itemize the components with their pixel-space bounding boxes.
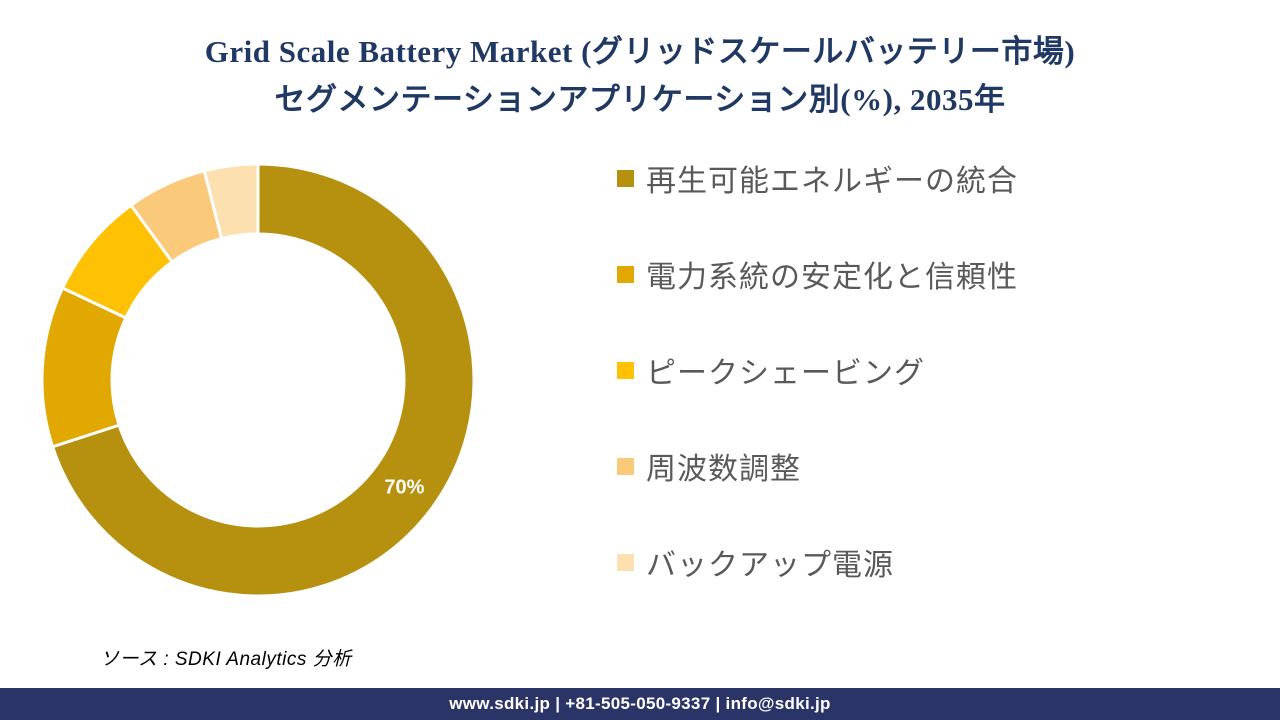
donut-chart: 70%	[40, 162, 476, 598]
legend-swatch-icon	[617, 169, 634, 187]
chart-title-line2: セグメンテーションアプリケーション別(%), 2035年	[274, 82, 1006, 118]
footer-contact-text: www.sdki.jp | +81-505-050-9337 | info@sd…	[449, 694, 831, 713]
legend-swatch-icon	[617, 265, 634, 283]
legend-label: ピークシェービング	[646, 357, 925, 390]
donut-segment-0	[51, 162, 476, 598]
chart-legend: 再生可能エネルギーの統合 電力系統の安定化と信頼性 ピークシェービング 周波数調…	[617, 162, 1018, 582]
legend-label: 電力系統の安定化と信頼性	[646, 261, 1018, 294]
legend-label: バックアップ電源	[646, 549, 894, 582]
legend-swatch-icon	[617, 361, 634, 379]
legend-item-renewable-integration: 再生可能エネルギーの統合	[617, 162, 1018, 198]
donut-chart-area: 70%	[38, 160, 478, 600]
legend-label: 周波数調整	[646, 453, 801, 486]
chart-title: Grid Scale Battery Market (グリッドスケールバッテリー…	[0, 28, 1280, 124]
legend-swatch-icon	[617, 553, 634, 571]
legend-item-grid-stability: 電力系統の安定化と信頼性	[617, 258, 1018, 294]
donut-data-label: 70%	[384, 476, 424, 498]
chart-title-line1: Grid Scale Battery Market (グリッドスケールバッテリー…	[204, 34, 1076, 69]
legend-item-peak-shaving: ピークシェービング	[617, 354, 1018, 390]
donut-segment-4	[202, 162, 260, 241]
source-attribution: ソース : SDKI Analytics 分析	[100, 649, 352, 670]
legend-label: 再生可能エネルギーの統合	[646, 165, 1018, 198]
footer-bar: www.sdki.jp | +81-505-050-9337 | info@sd…	[0, 688, 1280, 720]
legend-item-backup-power: バックアップ電源	[617, 546, 1018, 582]
legend-swatch-icon	[617, 457, 634, 475]
legend-item-frequency-regulation: 周波数調整	[617, 450, 1018, 486]
